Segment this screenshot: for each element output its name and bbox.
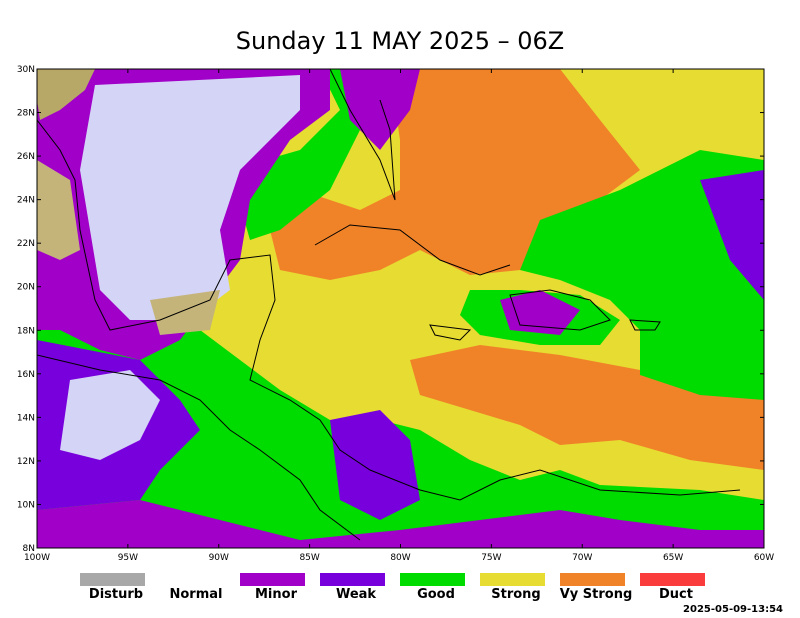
legend-label: Minor <box>255 587 298 602</box>
lat-label: 30N <box>17 65 35 75</box>
map <box>37 69 764 548</box>
lat-label: 24N <box>17 196 35 206</box>
legend-swatch <box>560 573 625 586</box>
legend-swatch <box>400 573 465 586</box>
legend-swatch <box>320 573 385 586</box>
legend-label: Good <box>417 587 455 602</box>
lat-label: 20N <box>17 283 35 293</box>
legend-label: Duct <box>659 587 693 602</box>
lon-label: 100W <box>24 553 50 563</box>
legend-swatch <box>160 573 225 586</box>
legend-label: Weak <box>336 587 376 602</box>
timestamp: 2025-05-09-13:54 <box>683 604 783 615</box>
legend-label: Disturb <box>89 587 143 602</box>
legend-label: Strong <box>491 587 540 602</box>
legend-swatch <box>480 573 545 586</box>
lat-label: 18N <box>17 326 35 336</box>
lon-label: 60W <box>754 553 774 563</box>
legend-swatch <box>80 573 145 586</box>
lon-label: 65W <box>663 553 683 563</box>
lat-label: 12N <box>17 457 35 467</box>
lon-label: 75W <box>481 553 501 563</box>
lon-label: 70W <box>572 553 592 563</box>
lat-label: 10N <box>17 500 35 510</box>
lat-label: 22N <box>17 239 35 249</box>
lat-label: 28N <box>17 109 35 119</box>
lat-label: 8N <box>23 544 35 554</box>
legend-swatch <box>240 573 305 586</box>
lon-label: 85W <box>299 553 319 563</box>
legend-swatch <box>640 573 705 586</box>
legend-label: Normal <box>170 587 223 602</box>
lat-label: 14N <box>17 413 35 423</box>
lat-label: 26N <box>17 152 35 162</box>
lon-label: 90W <box>209 553 229 563</box>
legend-label: Vy Strong <box>560 587 633 602</box>
lat-label: 16N <box>17 370 35 380</box>
title: Sunday 11 MAY 2025 – 06Z <box>236 27 564 55</box>
lon-label: 95W <box>118 553 138 563</box>
lon-label: 80W <box>390 553 410 563</box>
